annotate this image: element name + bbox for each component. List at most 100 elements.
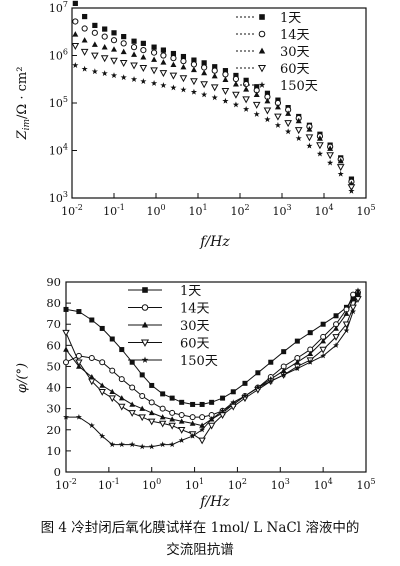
phase-point xyxy=(268,359,274,365)
impedance-point xyxy=(139,64,148,72)
impedance-point xyxy=(295,135,302,141)
phase-point xyxy=(189,432,196,439)
x-tick-label: 104 xyxy=(314,203,333,218)
phase-point xyxy=(148,443,155,450)
impedance-point xyxy=(337,170,344,177)
y-tick-label: 103 xyxy=(49,190,68,205)
phase-point xyxy=(63,413,69,420)
phase-point xyxy=(254,384,261,391)
phase-point xyxy=(281,349,287,355)
phase-point xyxy=(75,413,82,420)
legend-marker xyxy=(258,30,266,38)
x-tick-label: 105 xyxy=(356,203,375,218)
impedance-point xyxy=(169,72,178,80)
figure-caption: 图 4 冷封闭后氧化膜试样在 1mol/ L NaCl 溶液中的 交流阻抗谱 xyxy=(0,517,400,561)
phase-point xyxy=(148,409,155,416)
phase-point xyxy=(220,395,226,401)
legend-label: 60天 xyxy=(180,337,210,352)
impedance-point xyxy=(111,46,117,52)
y-tick-label: 105 xyxy=(49,95,68,110)
caption-line-1: 图 4 冷封闭后氧化膜试样在 1mol/ L NaCl 溶液中的 xyxy=(40,520,360,536)
y-tick-label: 10 xyxy=(46,444,61,458)
phase-point xyxy=(350,308,357,315)
impedance-point xyxy=(285,128,292,135)
impedance-point xyxy=(131,51,138,57)
phase-point xyxy=(230,389,236,395)
x-tick-label: 10-1 xyxy=(103,203,125,218)
impedance-point xyxy=(316,142,324,150)
impedance-point xyxy=(222,97,229,104)
x-tick-label: 105 xyxy=(356,477,375,492)
impedance-chart: 10-2 10-1 100 101 102 103 104 105 1031041051061… xyxy=(15,0,376,250)
x-tick-label: 10-1 xyxy=(98,477,120,492)
legend-label: 60天 xyxy=(280,62,310,77)
legend-label: 150天 xyxy=(280,79,318,94)
impedance-point xyxy=(190,88,198,95)
legend-label: 30天 xyxy=(180,319,210,334)
phase-point xyxy=(178,418,185,424)
phase-point xyxy=(139,405,146,411)
impedance-point xyxy=(274,113,282,121)
x-tick-label: 102 xyxy=(228,477,247,492)
impedance-point xyxy=(110,37,118,44)
phase-point xyxy=(158,420,167,428)
impedance-point xyxy=(140,46,147,54)
impedance-point xyxy=(201,60,207,66)
phase-point xyxy=(119,347,125,353)
legend-label: 1天 xyxy=(280,11,301,26)
legend-marker xyxy=(257,64,267,73)
impedance-point xyxy=(119,60,128,68)
impedance-point xyxy=(121,33,127,40)
phase-data-marks xyxy=(62,287,362,450)
impedance-point xyxy=(243,77,249,83)
phase-point xyxy=(294,359,301,365)
phase-point xyxy=(118,441,125,448)
y-tick-label: 106 xyxy=(49,48,68,63)
impedance-point xyxy=(140,40,146,46)
phase-point xyxy=(168,422,176,430)
phase-point xyxy=(88,374,95,380)
phase-point xyxy=(159,405,166,412)
phase-point xyxy=(75,352,82,359)
impedance-point xyxy=(210,84,219,92)
phase-point xyxy=(343,310,350,316)
x-tick-label: 10-2 xyxy=(55,477,77,492)
impedance-point xyxy=(120,74,127,81)
impedance-point xyxy=(170,84,177,91)
phase-plot-frame xyxy=(65,281,367,473)
phase-series-line xyxy=(65,294,359,405)
phase-point xyxy=(159,441,166,448)
impedance-point xyxy=(306,126,313,132)
phase-point xyxy=(333,342,340,348)
phase-point xyxy=(242,380,248,386)
phase-point xyxy=(178,437,185,443)
phase-point xyxy=(63,359,69,366)
impedance-point xyxy=(222,68,229,74)
x-tick-label: 100 xyxy=(142,477,161,492)
impedance-point xyxy=(81,65,88,72)
phase-point xyxy=(169,441,176,448)
y-tick-label: 70 xyxy=(46,317,61,331)
impedance-point xyxy=(347,184,356,192)
phase-point xyxy=(280,371,287,378)
y-tick-label: 30 xyxy=(46,402,61,416)
phase-point xyxy=(267,378,274,384)
phase-point xyxy=(333,313,339,319)
impedance-point xyxy=(180,53,187,60)
x-tick-label: 104 xyxy=(314,477,333,492)
phase-point xyxy=(88,355,95,361)
impedance-point xyxy=(274,122,282,128)
phase-point xyxy=(230,399,237,405)
phase-point xyxy=(189,414,196,421)
phase-point xyxy=(88,422,95,429)
impedance-point xyxy=(81,25,88,32)
impedance-point xyxy=(306,142,313,149)
impedance-point xyxy=(160,52,167,59)
impedance-point xyxy=(264,90,271,96)
y-tick-label: 40 xyxy=(46,381,61,395)
x-tick-label: 101 xyxy=(188,203,207,218)
impedance-point xyxy=(150,49,158,56)
impedance-point xyxy=(336,164,345,172)
impedance-point xyxy=(295,117,302,124)
